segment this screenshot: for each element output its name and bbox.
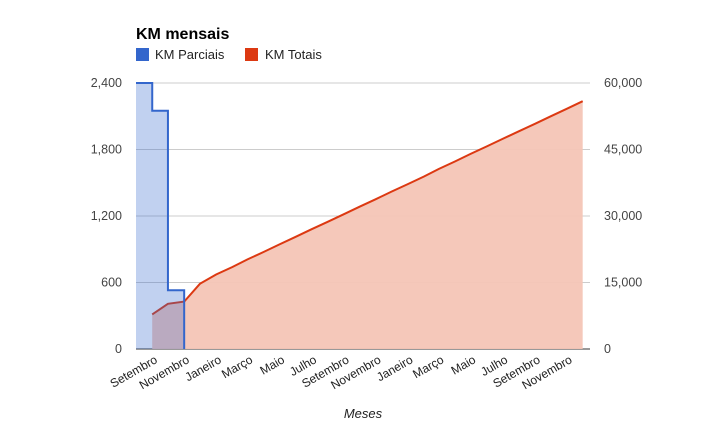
left-tick-label: 1,200 bbox=[91, 209, 122, 223]
right-tick-label: 30,000 bbox=[604, 209, 642, 223]
legend-swatch-km-totais bbox=[245, 48, 258, 61]
legend: KM Parciais KM Totais bbox=[136, 47, 322, 62]
left-tick-label: 600 bbox=[101, 276, 122, 290]
series-km-parciais bbox=[136, 82, 186, 349]
series-km-totais bbox=[151, 100, 584, 349]
right-tick-label: 0 bbox=[604, 342, 611, 356]
km-parciais-area bbox=[136, 83, 185, 349]
x-tick-label: Maio bbox=[257, 352, 287, 377]
right-tick-label: 45,000 bbox=[604, 143, 642, 157]
right-axis-ticks: 0 15,000 30,000 45,000 60,000 bbox=[604, 76, 642, 356]
km-totais-line bbox=[151, 100, 584, 316]
right-tick-label: 15,000 bbox=[604, 276, 642, 290]
km-parciais-line bbox=[136, 82, 186, 349]
legend-label-km-totais: KM Totais bbox=[265, 47, 322, 62]
x-tick-label: Maio bbox=[449, 352, 479, 377]
x-tick-label: Janeiro bbox=[374, 352, 415, 384]
left-axis-ticks: 0 600 1,200 1,800 2,400 bbox=[91, 76, 122, 356]
x-tick-label: Março bbox=[219, 352, 255, 381]
right-tick-label: 60,000 bbox=[604, 76, 642, 90]
left-tick-label: 2,400 bbox=[91, 76, 122, 90]
x-tick-label: Janeiro bbox=[183, 352, 224, 384]
chart-title: KM mensais bbox=[136, 26, 229, 43]
km-totais-area bbox=[152, 101, 583, 349]
legend-label-km-parciais: KM Parciais bbox=[155, 47, 225, 62]
left-tick-label: 1,800 bbox=[91, 143, 122, 157]
x-axis-title: Meses bbox=[344, 406, 383, 421]
left-tick-label: 0 bbox=[115, 342, 122, 356]
legend-swatch-km-parciais bbox=[136, 48, 149, 61]
x-tick-label: Março bbox=[410, 352, 446, 381]
